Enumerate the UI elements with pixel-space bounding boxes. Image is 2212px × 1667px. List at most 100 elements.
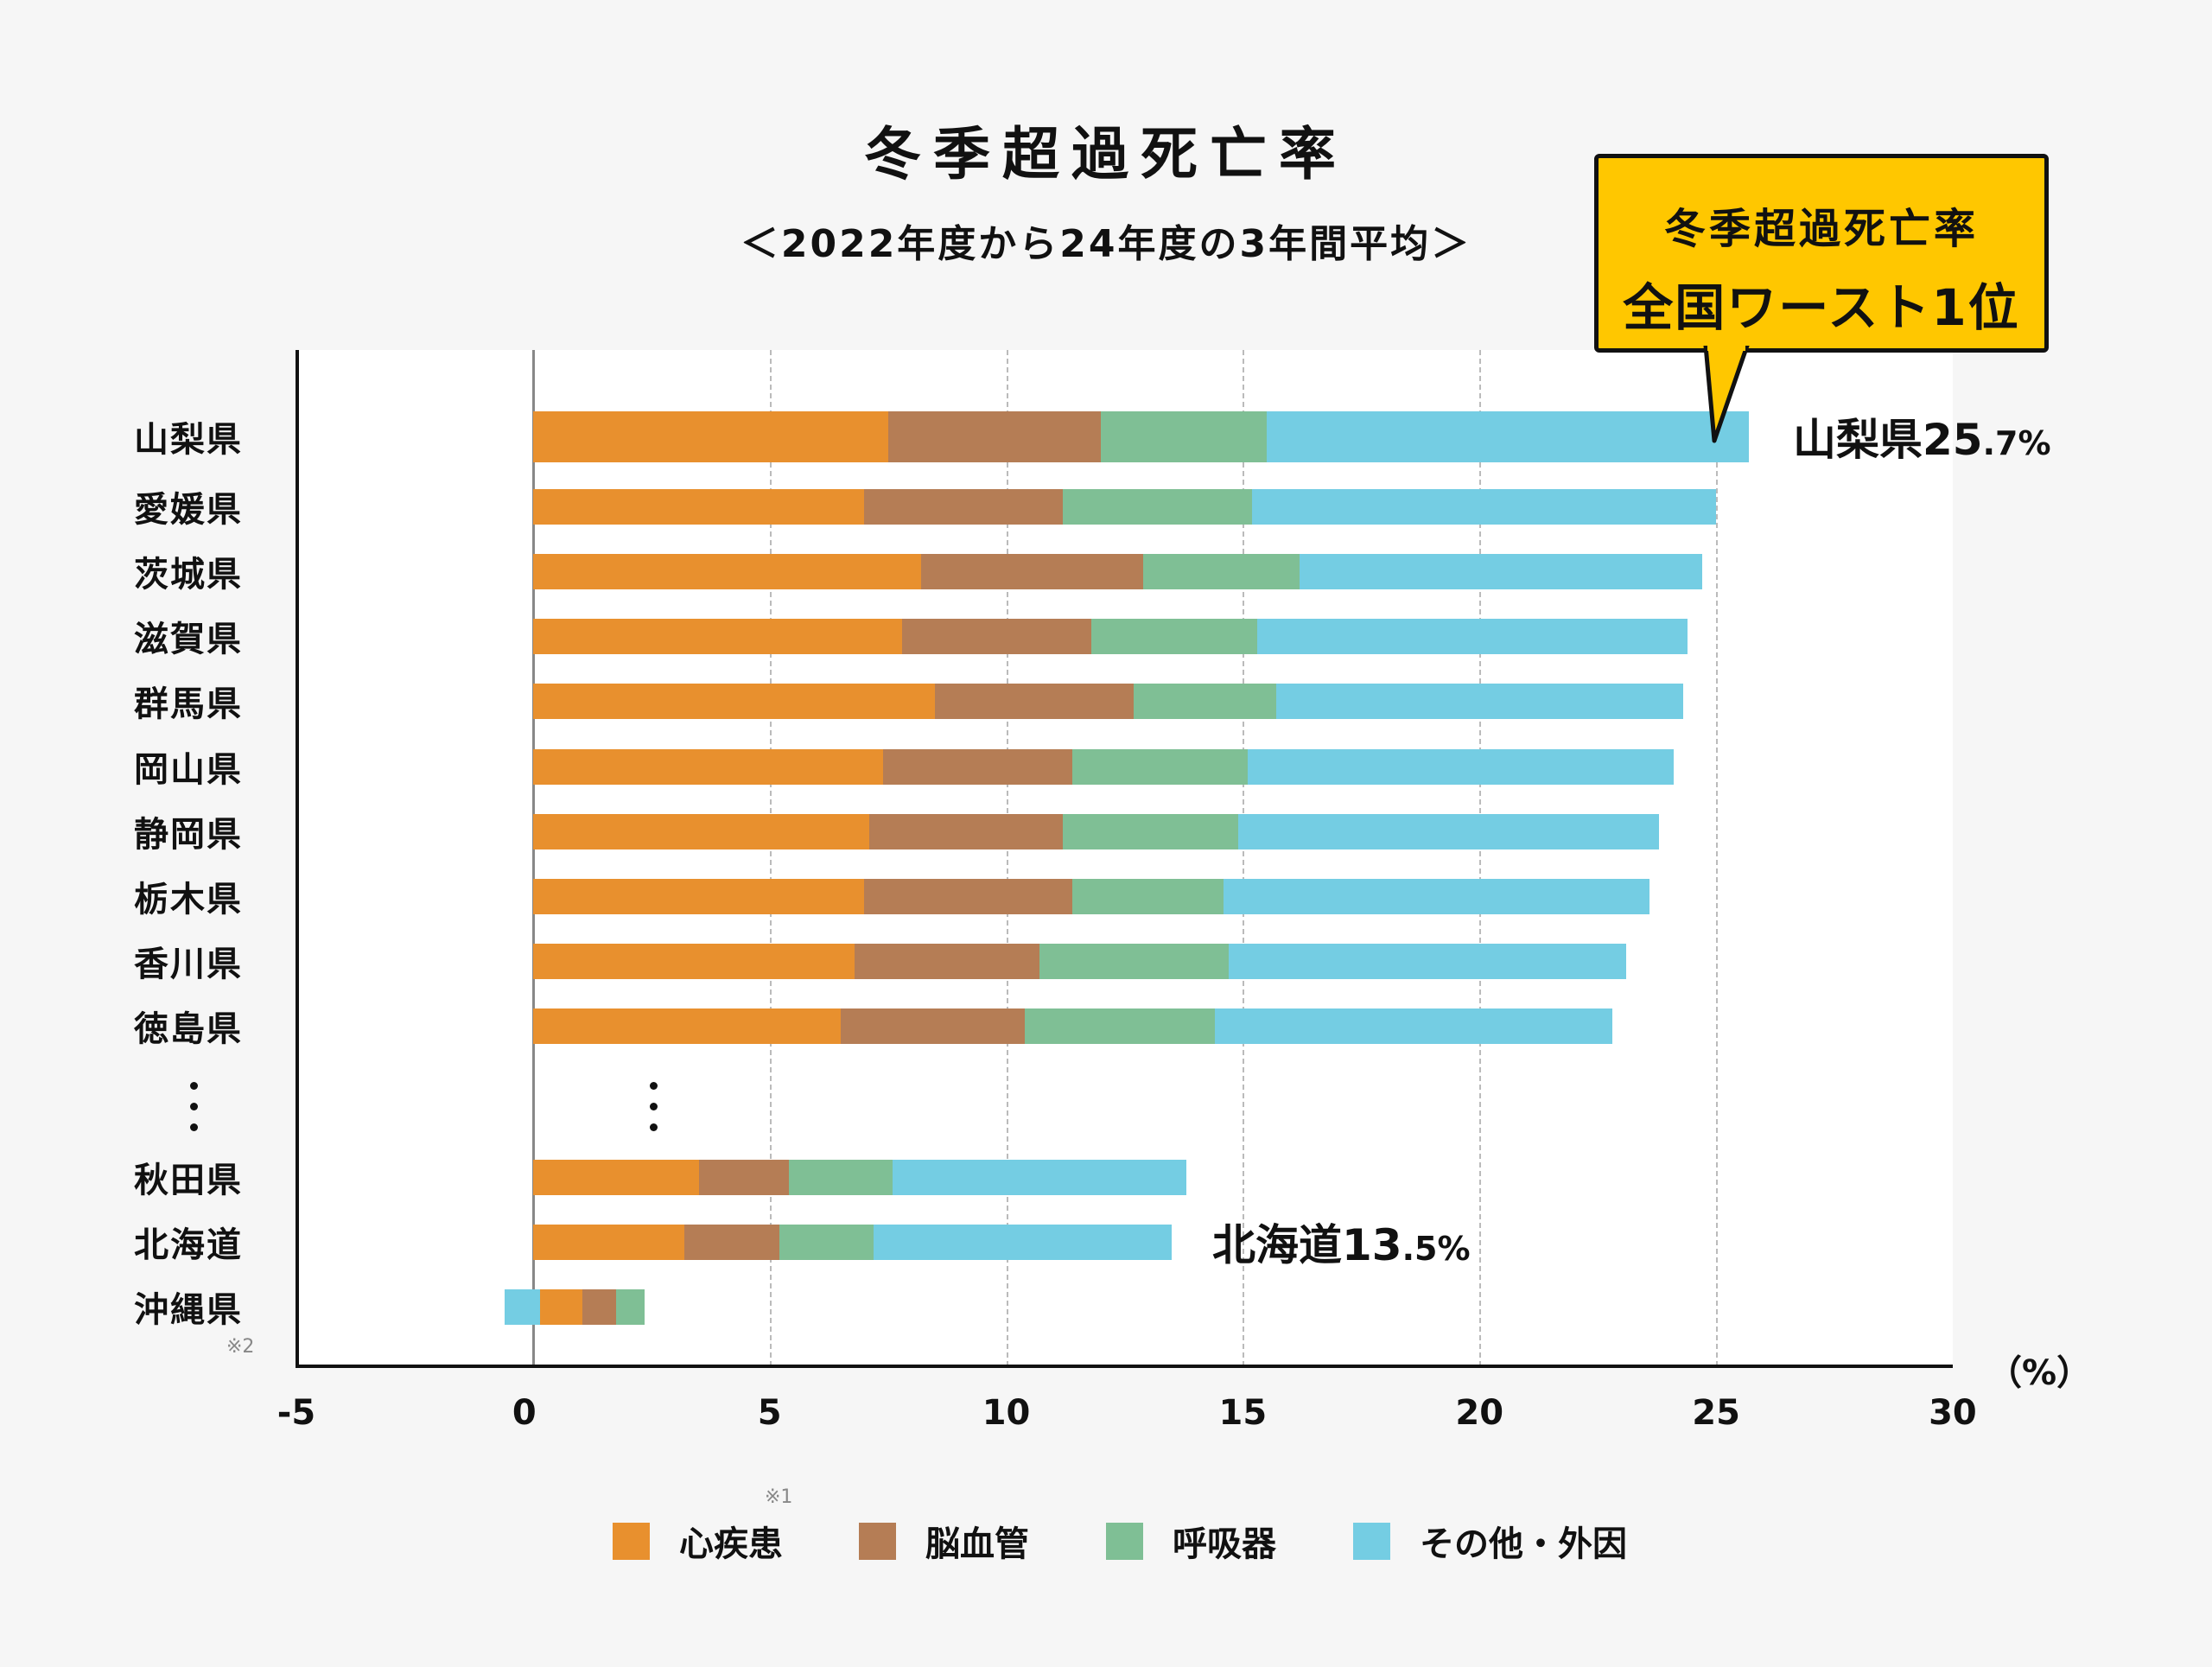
ellipsis-dot: [650, 1082, 658, 1090]
ellipsis-dot: [650, 1123, 658, 1131]
x-tick-label: -5: [276, 1393, 316, 1433]
bar-segment-heart: [532, 878, 865, 914]
bar-segment-heart: [532, 618, 903, 654]
callout-tail: [1703, 346, 1750, 443]
bar-segment-cerebro: [698, 1159, 789, 1195]
ellipsis-dot: [650, 1103, 658, 1110]
x-tick-label: 30: [1929, 1393, 1977, 1433]
y-category-label: 滋賀県: [134, 620, 243, 659]
y-category-label: 山梨県: [134, 420, 243, 460]
bar-segment-heart: [532, 1008, 841, 1044]
bar-segment-other: [1252, 488, 1717, 525]
bar-segment-heart: [532, 813, 869, 849]
bar-segment-cerebro: [582, 1288, 616, 1325]
y-category-label: 岡山県: [134, 750, 243, 790]
bar-segment-heart: [532, 1224, 685, 1260]
callout-line2: 全国ワースト1位: [1623, 278, 2020, 337]
bar-segment-heart: [532, 553, 921, 589]
x-tick-label: 10: [982, 1393, 1031, 1433]
legend-swatch: [613, 1522, 650, 1560]
bar-segment-other: [1256, 618, 1688, 654]
bar-segment-resp: [1091, 618, 1257, 654]
gridline: [1243, 350, 1245, 1366]
bar-segment-resp: [1063, 813, 1238, 849]
chart-title: 冬季超過死亡率: [864, 121, 1348, 188]
y-category-label: 徳島県: [134, 1009, 243, 1049]
x-tick-label: 0: [512, 1393, 537, 1433]
annotation-name: 北海道: [1212, 1220, 1342, 1270]
bar-segment-other: [504, 1288, 541, 1325]
bar-segment-resp: [1039, 943, 1229, 979]
annotation-decimal: .7%: [1982, 424, 2051, 462]
bar-segment-other: [1214, 1008, 1612, 1044]
y-axis-line: [296, 350, 299, 1368]
bar-segment-resp: [1134, 683, 1276, 719]
bar-segment-resp: [1072, 878, 1224, 914]
chart-subtitle: ＜2022年度から24年度の3年間平均＞: [740, 222, 1472, 266]
bar-segment-heart: [532, 943, 855, 979]
legend-swatch: [1353, 1522, 1390, 1560]
x-axis-line: [296, 1365, 1953, 1368]
callout-box: 冬季超過死亡率 全国ワースト1位: [1594, 154, 2049, 353]
bar-segment-other: [1224, 878, 1650, 914]
gridline: [1479, 350, 1482, 1366]
bar-segment-resp: [1101, 410, 1267, 462]
legend-label: 呼吸器: [1173, 1524, 1276, 1564]
bar-segment-cerebro: [868, 813, 1064, 849]
bar-segment-other: [1237, 813, 1660, 849]
legend-item-cerebro: 脳血管: [859, 1516, 1029, 1566]
bar-segment-resp: [1025, 1008, 1215, 1044]
bar-segment-resp: [615, 1288, 645, 1325]
bar-segment-cerebro: [883, 748, 1073, 785]
bar-segment-resp: [779, 1224, 874, 1260]
y-category-label: 愛媛県: [134, 490, 243, 530]
x-tick-label: 5: [757, 1393, 782, 1433]
x-axis-unit: （%）: [1987, 1353, 2092, 1393]
bar-segment-other: [874, 1224, 1173, 1260]
bar-segment-heart: [532, 410, 888, 462]
annotation-value: 25: [1923, 415, 1983, 465]
legend-item-heart: 心疾患: [613, 1516, 783, 1566]
x-tick-label: 20: [1455, 1393, 1504, 1433]
bar-segment-heart: [540, 1288, 583, 1325]
legend-note: ※1: [765, 1486, 793, 1508]
bar-segment-cerebro: [864, 488, 1064, 525]
bar-segment-resp: [1072, 748, 1248, 785]
bar-segment-other: [1228, 943, 1627, 979]
bar-segment-cerebro: [887, 410, 1102, 462]
bar-segment-heart: [532, 748, 884, 785]
y-category-label: 秋田県: [134, 1161, 243, 1200]
ellipsis-dot: [190, 1082, 198, 1090]
top-annotation: 山梨県25.7%: [1793, 405, 2051, 468]
x-tick-label: 15: [1218, 1393, 1268, 1433]
bar-segment-other: [1300, 553, 1702, 589]
bar-segment-heart: [532, 488, 865, 525]
bar-segment-cerebro: [684, 1224, 779, 1260]
bar-segment-other: [1275, 683, 1683, 719]
ellipsis-dot: [190, 1123, 198, 1131]
bar-segment-heart: [532, 1159, 699, 1195]
bar-segment-resp: [788, 1159, 893, 1195]
legend-item-other: その他・外因: [1353, 1516, 1627, 1566]
ellipsis-dot: [190, 1103, 198, 1110]
annotation-decimal: .5%: [1402, 1230, 1471, 1268]
hokkaido-annotation: 北海道13.5%: [1212, 1211, 1471, 1273]
legend-label: 心疾患: [679, 1524, 783, 1564]
bar-segment-cerebro: [855, 943, 1039, 979]
bar-segment-resp: [1143, 553, 1300, 589]
legend-item-resp: 呼吸器: [1106, 1516, 1276, 1566]
bar-segment-cerebro: [840, 1008, 1026, 1044]
annotation-value: 13: [1342, 1220, 1402, 1270]
callout-line1: 冬季超過死亡率: [1663, 205, 1979, 253]
legend-swatch: [1106, 1522, 1143, 1560]
y-category-label: 北海道: [134, 1225, 243, 1265]
y-category-label: 栃木県: [134, 880, 243, 919]
bar-segment-cerebro: [920, 553, 1144, 589]
bar-segment-cerebro: [864, 878, 1073, 914]
legend-label: 脳血管: [925, 1524, 1029, 1564]
gridline: [1716, 350, 1719, 1366]
annotation-name: 山梨県: [1793, 415, 1923, 465]
y-category-label: 静岡県: [134, 815, 243, 855]
bar-segment-other: [1247, 748, 1674, 785]
y-category-label: 沖縄県: [134, 1290, 243, 1330]
